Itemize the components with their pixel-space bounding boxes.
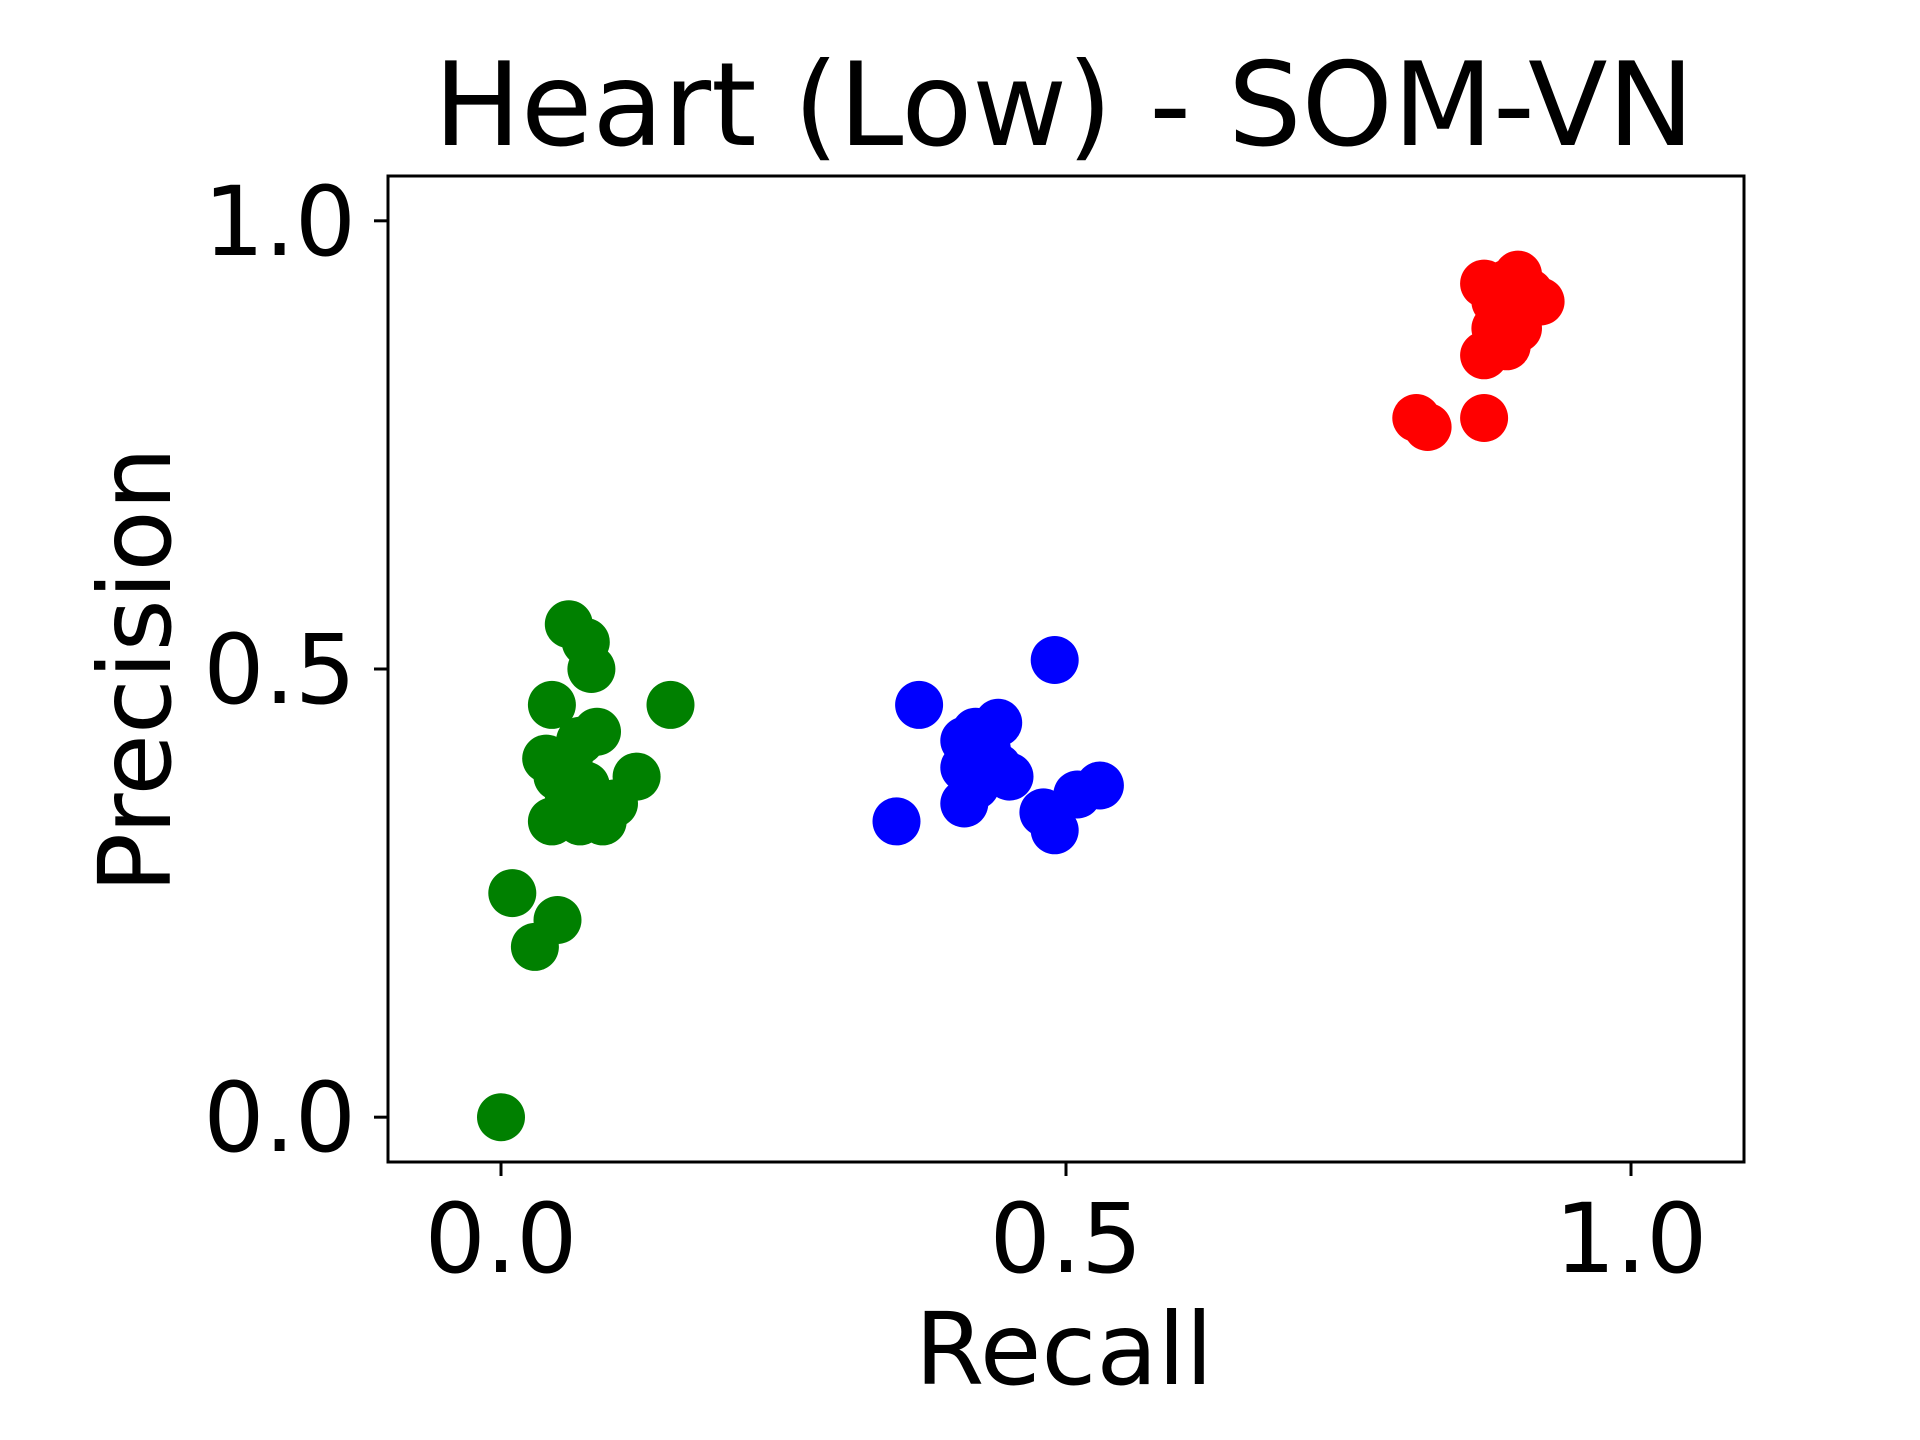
x-tick-label-1: 0.5 — [990, 1183, 1143, 1295]
data-point-series-1-15 — [1075, 761, 1124, 810]
data-point-series-0-6 — [567, 645, 616, 693]
data-point-series-1-0 — [872, 797, 921, 846]
data-point-series-0-21 — [550, 779, 599, 828]
y-tick-label-0: 0.0 — [203, 1062, 356, 1174]
data-point-series-0-0 — [477, 1093, 525, 1142]
x-tick-label-2: 1.0 — [1555, 1183, 1708, 1295]
y-axis-label: Precision — [77, 447, 194, 893]
points-layer — [477, 250, 1565, 1142]
data-point-series-1-10 — [940, 779, 989, 828]
data-point-series-0-17 — [612, 752, 661, 801]
data-point-series-2-2 — [1460, 394, 1509, 442]
data-point-series-2-1 — [1403, 403, 1452, 451]
data-point-series-1-1 — [895, 680, 944, 729]
ticks-layer: 0.0 0.5 1.0 0.0 0.5 1.0 — [203, 166, 1707, 1295]
data-point-series-0-7 — [527, 680, 576, 729]
y-tick-label-1: 0.5 — [203, 614, 356, 726]
data-point-series-1-11 — [1030, 636, 1079, 684]
data-point-series-1-13 — [1030, 806, 1079, 855]
data-point-series-0-12 — [573, 707, 621, 756]
data-point-series-0-3 — [533, 896, 582, 944]
x-tick-label-0: 0.0 — [425, 1183, 578, 1295]
data-point-series-2-13 — [1471, 277, 1520, 326]
data-point-series-0-8 — [646, 680, 695, 729]
x-axis-label: Recall — [915, 1291, 1213, 1408]
chart-title: Heart (Low) - SOM-VN — [434, 38, 1694, 173]
data-point-series-1-9 — [974, 743, 1023, 792]
y-tick-label-2: 1.0 — [203, 166, 356, 278]
data-point-series-0-1 — [488, 869, 537, 918]
